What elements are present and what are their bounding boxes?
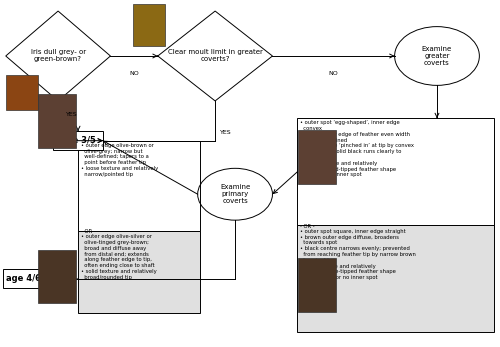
FancyBboxPatch shape: [298, 118, 494, 225]
Text: • outer edge olive-brown or
  olive-grey; narrow but
  well-defined; tapers to a: • outer edge olive-brown or olive-grey; …: [81, 143, 158, 177]
Text: YES: YES: [220, 129, 232, 135]
Text: Examine
greater
coverts: Examine greater coverts: [422, 46, 452, 66]
Text: • outer spot square, inner edge straight
• brown outer edge diffuse, broadens
  : • outer spot square, inner edge straight…: [300, 229, 416, 280]
Text: age 3/5: age 3/5: [60, 136, 96, 145]
FancyBboxPatch shape: [78, 141, 200, 230]
Text: • outer spot ‘egg-shaped’, inner edge
  convex
• brown outer edge of feather eve: • outer spot ‘egg-shaped’, inner edge co…: [300, 120, 414, 177]
FancyBboxPatch shape: [298, 130, 336, 184]
FancyBboxPatch shape: [133, 4, 166, 45]
Text: Examine
primary
coverts: Examine primary coverts: [220, 184, 250, 204]
Text: - OR -: - OR -: [81, 229, 96, 234]
Text: Iris dull grey- or
green-brown?: Iris dull grey- or green-brown?: [30, 50, 86, 62]
FancyBboxPatch shape: [53, 131, 103, 150]
Text: Clear moult limit in greater
coverts?: Clear moult limit in greater coverts?: [168, 50, 262, 62]
Text: NO: NO: [129, 71, 139, 76]
FancyBboxPatch shape: [3, 269, 43, 288]
FancyBboxPatch shape: [298, 258, 336, 312]
FancyBboxPatch shape: [6, 75, 38, 110]
FancyBboxPatch shape: [38, 94, 76, 147]
FancyBboxPatch shape: [38, 249, 76, 303]
Text: • outer edge olive-silver or
  olive-tinged grey-brown;
  broad and diffuse away: • outer edge olive-silver or olive-tinge…: [81, 234, 157, 280]
Text: NO: NO: [328, 71, 338, 76]
FancyBboxPatch shape: [298, 225, 494, 332]
FancyBboxPatch shape: [78, 230, 200, 313]
Text: age 4/6: age 4/6: [6, 274, 40, 283]
Text: YES: YES: [66, 112, 77, 117]
Text: - OR -: - OR -: [300, 224, 315, 229]
